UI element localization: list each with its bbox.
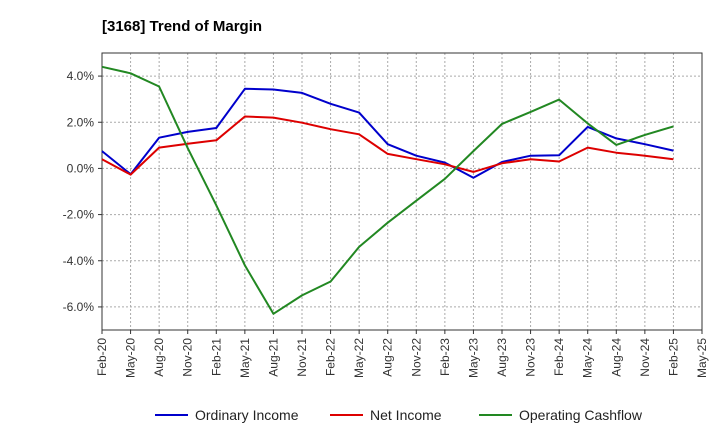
plot-area — [101, 52, 703, 331]
y-tick-label: -6.0% — [63, 300, 95, 314]
x-tick-label: Nov-20 — [181, 338, 195, 377]
x-axis: Feb-20 May-20 Aug-20 Nov-20 Feb-21 May-21 Aug-… — [95, 330, 709, 378]
x-tick-label: Nov-21 — [295, 338, 309, 377]
x-tick-label: May-24 — [581, 338, 595, 378]
x-tick-label: Nov-23 — [524, 338, 538, 377]
x-tick-label: Aug-24 — [609, 338, 623, 377]
x-tick-label: May-25 — [695, 338, 709, 378]
chart-title: [3168] Trend of Margin — [102, 18, 262, 35]
x-tick-label: Nov-24 — [638, 338, 652, 377]
legend-label-ordinary-income: Ordinary Income — [195, 407, 299, 423]
x-tick-label: Nov-22 — [409, 338, 423, 377]
grid — [102, 53, 702, 330]
x-tick-label: Feb-24 — [552, 338, 566, 376]
x-tick-label: May-21 — [238, 338, 252, 378]
x-tick-label: Aug-23 — [495, 338, 509, 377]
series-line-net-income — [101, 115, 674, 176]
x-tick-label: Feb-22 — [324, 338, 338, 376]
legend-label-operating-cashflow: Operating Cashflow — [519, 407, 643, 423]
x-tick-label: May-20 — [124, 338, 138, 378]
x-tick-label: Feb-25 — [666, 338, 680, 376]
x-tick-label: Aug-20 — [152, 338, 166, 377]
series-lines — [101, 65, 674, 315]
x-tick-label: May-22 — [352, 338, 366, 378]
y-tick-label: -2.0% — [63, 208, 95, 222]
x-tick-label: Feb-20 — [95, 338, 109, 376]
y-axis: 4.0% 2.0% 0.0% -2.0% -4.0% -6.0% — [63, 69, 102, 314]
x-tick-label: Aug-22 — [381, 338, 395, 377]
legend: Ordinary Income Net Income Operating Cashf… — [155, 407, 643, 423]
x-tick-label: Feb-21 — [209, 338, 223, 376]
y-tick-label: 2.0% — [67, 115, 95, 129]
series-line-operating-cashflow — [101, 65, 674, 315]
x-tick-label: May-23 — [466, 338, 480, 378]
y-tick-label: 4.0% — [67, 69, 95, 83]
y-tick-label: -4.0% — [63, 254, 95, 268]
legend-label-net-income: Net Income — [370, 407, 442, 423]
x-tick-label: Feb-23 — [438, 338, 452, 376]
x-tick-label: Aug-21 — [266, 338, 280, 377]
y-tick-label: 0.0% — [67, 161, 95, 175]
series-line-ordinary-income — [101, 87, 674, 179]
